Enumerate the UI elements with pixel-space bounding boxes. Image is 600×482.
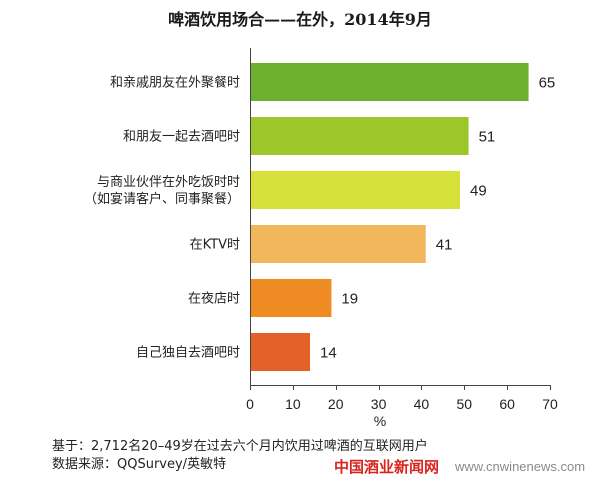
bar bbox=[250, 225, 426, 263]
category-label-line: 在夜店时 bbox=[188, 292, 240, 307]
x-tick-label: 70 bbox=[542, 396, 558, 412]
x-tick-label: 10 bbox=[285, 396, 301, 412]
x-tick-label: 50 bbox=[456, 396, 472, 412]
category-label: 与商业伙伴在外吃饭时时（如宴请客户、同事聚餐） bbox=[84, 174, 240, 207]
value-label: 41 bbox=[436, 237, 453, 254]
chart-title: 啤酒饮用场合——在外，2014年9月 bbox=[168, 10, 432, 29]
watermark-url: www.cnwinenews.com bbox=[455, 459, 586, 474]
x-tick-label: 30 bbox=[371, 396, 387, 412]
axes-group: 0 10 20 30 40 50 60 70% bbox=[246, 48, 558, 429]
category-label: 自己独自去酒吧时 bbox=[136, 346, 240, 361]
category-label-line: （如宴请客户、同事聚餐） bbox=[84, 191, 240, 207]
category-label-line: 在KTV时 bbox=[190, 238, 240, 253]
category-label-line: 和亲戚朋友在外聚餐时 bbox=[110, 75, 240, 91]
value-label: 14 bbox=[320, 345, 337, 362]
value-label: 49 bbox=[470, 183, 487, 200]
footer-source: 数据来源：QQSurvey/英敏特 bbox=[52, 457, 227, 472]
value-labels-group: 65 51 49 41 19 14 bbox=[320, 75, 555, 362]
category-label-line: 自己独自去酒吧时 bbox=[136, 346, 240, 361]
x-tick-label: 0 bbox=[246, 396, 254, 412]
value-label: 19 bbox=[341, 291, 358, 308]
category-label: 和朋友一起去酒吧时 bbox=[123, 129, 240, 145]
category-label-line: 和朋友一起去酒吧时 bbox=[123, 129, 240, 145]
x-tick-label: 40 bbox=[414, 396, 430, 412]
bar bbox=[250, 117, 469, 155]
value-label: 65 bbox=[539, 75, 556, 92]
value-label: 51 bbox=[479, 129, 496, 146]
category-label: 和亲戚朋友在外聚餐时 bbox=[110, 75, 240, 91]
category-label: 在KTV时 bbox=[190, 238, 240, 253]
bar bbox=[250, 63, 529, 101]
bar bbox=[250, 171, 460, 209]
category-labels-group: 和亲戚朋友在外聚餐时和朋友一起去酒吧时与商业伙伴在外吃饭时时（如宴请客户、同事聚… bbox=[84, 75, 240, 361]
watermark-site-name: 中国酒业新闻网 bbox=[334, 458, 440, 476]
footer-note: 基于：2,712名20–49岁在过去六个月内饮用过啤酒的互联网用户 bbox=[52, 439, 428, 454]
category-label-line: 与商业伙伴在外吃饭时时 bbox=[97, 174, 240, 190]
x-tick-label: 20 bbox=[328, 396, 344, 412]
bar bbox=[250, 279, 332, 317]
bar bbox=[250, 333, 310, 371]
x-axis-label: % bbox=[374, 413, 386, 429]
bars-group bbox=[250, 63, 529, 371]
x-tick-label: 60 bbox=[499, 396, 515, 412]
category-label: 在夜店时 bbox=[188, 292, 240, 307]
